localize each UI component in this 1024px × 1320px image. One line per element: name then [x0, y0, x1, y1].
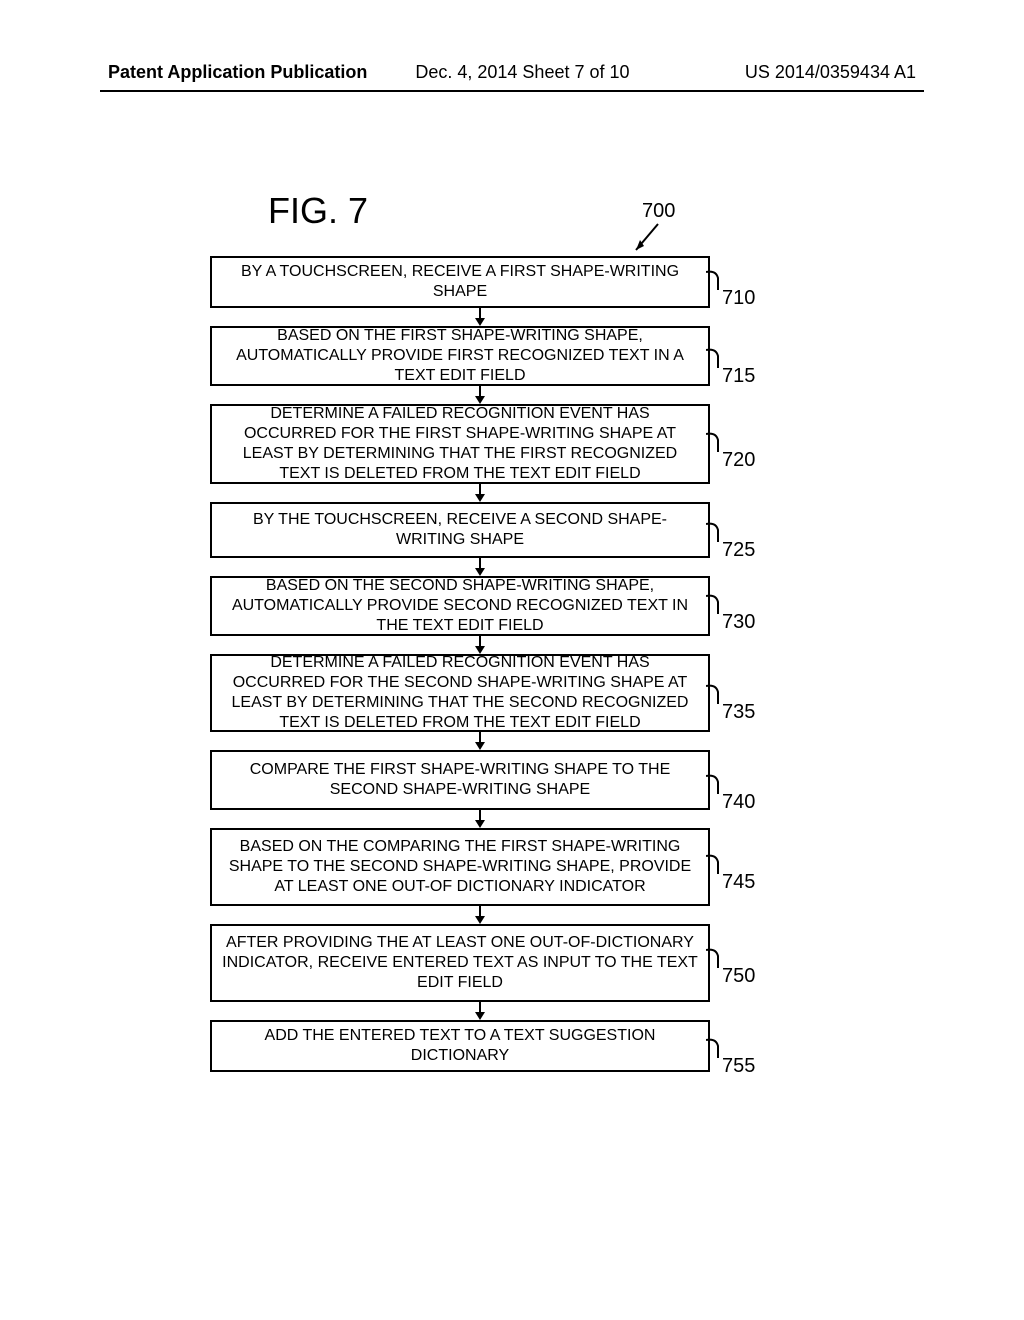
header-pub-number: US 2014/0359434 A1	[745, 62, 916, 83]
flow-step-ref: 710	[722, 286, 755, 311]
flow-arrow-icon	[470, 906, 490, 924]
flow-arrow-icon	[470, 558, 490, 576]
flow-step-box: DETERMINE A FAILED RECOGNITION EVENT HAS…	[210, 654, 710, 732]
flow-arrow-icon	[470, 308, 490, 326]
header-rule	[100, 90, 924, 92]
flow-step-ref: 730	[722, 610, 755, 635]
header-date-sheet: Dec. 4, 2014 Sheet 7 of 10	[415, 62, 629, 83]
flow-arrow-icon	[470, 484, 490, 502]
flow-step-text: COMPARE THE FIRST SHAPE-WRITING SHAPE TO…	[222, 760, 698, 800]
flow-step-text: BY THE TOUCHSCREEN, RECEIVE A SECOND SHA…	[222, 510, 698, 550]
flow-step-box: BY A TOUCHSCREEN, RECEIVE A FIRST SHAPE-…	[210, 256, 710, 308]
flow-step-ref: 720	[722, 448, 755, 473]
flow-step-box: DETERMINE A FAILED RECOGNITION EVENT HAS…	[210, 404, 710, 484]
flowchart: BY A TOUCHSCREEN, RECEIVE A FIRST SHAPE-…	[210, 256, 750, 1072]
flow-step-text: DETERMINE A FAILED RECOGNITION EVENT HAS…	[222, 653, 698, 733]
flow-step-text: BASED ON THE FIRST SHAPE-WRITING SHAPE, …	[222, 326, 698, 386]
flow-step-text: DETERMINE A FAILED RECOGNITION EVENT HAS…	[222, 404, 698, 484]
header-publication: Patent Application Publication	[108, 62, 367, 83]
flow-step-box: BY THE TOUCHSCREEN, RECEIVE A SECOND SHA…	[210, 502, 710, 558]
flow-step-ref: 755	[722, 1054, 755, 1079]
flow-step-box: BASED ON THE FIRST SHAPE-WRITING SHAPE, …	[210, 326, 710, 386]
figure-title: FIG. 7	[268, 190, 368, 232]
flow-step-text: BASED ON THE SECOND SHAPE-WRITING SHAPE,…	[222, 576, 698, 636]
flow-step-ref: 740	[722, 790, 755, 815]
flow-arrow-icon	[470, 1002, 490, 1020]
flow-step-text: AFTER PROVIDING THE AT LEAST ONE OUT-OF-…	[222, 933, 698, 993]
flow-step-box: BASED ON THE COMPARING THE FIRST SHAPE-W…	[210, 828, 710, 906]
flow-step-box: BASED ON THE SECOND SHAPE-WRITING SHAPE,…	[210, 576, 710, 636]
flow-arrow-icon	[470, 732, 490, 750]
flow-step-text: ADD THE ENTERED TEXT TO A TEXT SUGGESTIO…	[222, 1026, 698, 1066]
figure-ref-arrow-icon	[628, 220, 668, 260]
flow-arrow-icon	[470, 636, 490, 654]
patent-page: Patent Application Publication Dec. 4, 2…	[0, 0, 1024, 1320]
flow-step-box: AFTER PROVIDING THE AT LEAST ONE OUT-OF-…	[210, 924, 710, 1002]
flow-step-ref: 735	[722, 700, 755, 725]
flow-step-box: COMPARE THE FIRST SHAPE-WRITING SHAPE TO…	[210, 750, 710, 810]
flow-arrow-icon	[470, 386, 490, 404]
page-header: Patent Application Publication Dec. 4, 2…	[0, 62, 1024, 83]
flow-step-box: ADD THE ENTERED TEXT TO A TEXT SUGGESTIO…	[210, 1020, 710, 1072]
flow-arrow-icon	[470, 810, 490, 828]
flow-step-ref: 725	[722, 538, 755, 563]
flow-step-text: BASED ON THE COMPARING THE FIRST SHAPE-W…	[222, 837, 698, 897]
flow-step-ref: 745	[722, 870, 755, 895]
flow-step-ref: 715	[722, 364, 755, 389]
flow-step-text: BY A TOUCHSCREEN, RECEIVE A FIRST SHAPE-…	[222, 262, 698, 302]
flow-step-ref: 750	[722, 964, 755, 989]
